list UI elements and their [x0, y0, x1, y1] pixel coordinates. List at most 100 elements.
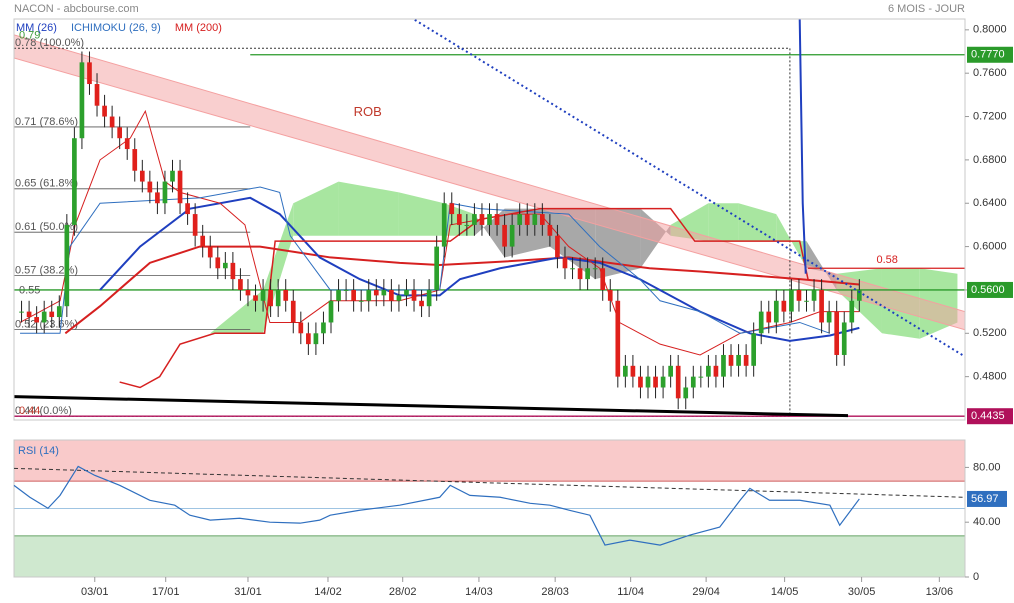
candle-body: [192, 214, 198, 236]
candle-body: [79, 62, 85, 139]
candle-body: [811, 289, 817, 301]
candle-body: [177, 170, 183, 204]
y-tick-label: 0.7200: [973, 110, 1007, 122]
rsi-band: [14, 535, 965, 577]
candle-body: [841, 322, 847, 355]
price-box-label: 0.5600: [971, 284, 1005, 296]
candle-body: [155, 192, 160, 204]
candle-body: [638, 376, 643, 388]
candle-body: [464, 224, 470, 226]
candle-body: [585, 268, 590, 280]
candle-body: [343, 289, 349, 291]
ichimoku-cloud: [210, 289, 264, 334]
candle-body: [615, 300, 621, 377]
candle-body: [441, 203, 447, 247]
x-tick-label: 13/06: [926, 586, 954, 598]
candle-body: [479, 214, 485, 225]
candle-body: [26, 311, 32, 318]
level-label: 0.79: [19, 30, 40, 42]
y-tick-label: 0.6400: [973, 197, 1007, 209]
candle-body: [321, 322, 326, 334]
candle-body: [94, 84, 100, 106]
candle-body: [268, 289, 273, 307]
panel-frame: [13, 439, 966, 578]
candle-body: [592, 268, 598, 270]
candle-body: [34, 317, 39, 323]
rsi-band: [14, 440, 965, 482]
candle-body: [743, 354, 749, 366]
candle-body: [283, 289, 289, 301]
candle-body: [19, 311, 24, 313]
candle-body: [804, 300, 809, 302]
candle-body: [849, 300, 855, 323]
candle-body: [238, 279, 243, 290]
panel-frame: [13, 18, 966, 421]
level-label: 0.55: [19, 285, 40, 297]
rsi-line: [13, 465, 860, 546]
candle-body: [290, 300, 296, 323]
legend-label: ICHIMOKU (26, 9): [71, 22, 161, 34]
candle-body: [758, 311, 764, 334]
candle-body: [668, 365, 673, 377]
price-box-label: 0.4435: [971, 410, 1005, 422]
candle-body: [87, 62, 92, 85]
candle-body: [404, 289, 409, 296]
level-label: 0.58: [877, 254, 898, 266]
candle-body: [555, 235, 560, 258]
candle-body: [426, 289, 432, 307]
y-tick-label: 0.8000: [973, 24, 1007, 36]
candle-body: [623, 365, 628, 377]
candle-body: [721, 354, 726, 377]
price-box-label: 0.7770: [971, 49, 1005, 61]
candle-body: [358, 300, 364, 302]
candle-body: [766, 311, 772, 323]
candle-body: [275, 289, 281, 307]
candle-body: [222, 262, 228, 269]
candle-body: [185, 203, 190, 215]
overlay: 0.8000 0.7600 0.7200 0.6800 0.6400 0.6000 0.56…: [13, 18, 1013, 598]
indicator-line: [99, 196, 860, 342]
price-panel: ROB 0.78 (100.0%) 0.71 (78.6%) 0.65 (61.8%)…: [14, 19, 965, 418]
channel-upper: [14, 34, 965, 313]
candle-body: [570, 268, 575, 270]
candle-body: [336, 289, 341, 301]
candle-body: [215, 257, 221, 269]
legend-label: MM (26): [16, 22, 57, 34]
value-label: 56.97: [971, 493, 999, 505]
chart-subtitle: 6 MOIS - JOUR: [888, 3, 965, 15]
candle-body: [660, 376, 666, 388]
x-tick-label: 28/03: [541, 586, 569, 598]
value-box: [967, 490, 1007, 507]
x-tick-label: 17/01: [152, 586, 180, 598]
price-box: [967, 46, 1013, 63]
x-tick-label: 29/04: [692, 586, 720, 598]
ichimoku-cloud: [338, 181, 399, 236]
candle-body: [102, 105, 107, 117]
candle-body: [728, 354, 734, 366]
candle-body: [607, 289, 613, 301]
rsi-title: RSI (14): [18, 445, 59, 457]
channel-lower: [14, 57, 965, 331]
candle-body: [41, 311, 47, 323]
price-box: [967, 281, 1013, 298]
x-tick-label: 14/02: [314, 586, 342, 598]
candle-body: [698, 376, 704, 378]
fib-label: 0.65 (61.8%): [15, 178, 78, 190]
candle-body: [675, 365, 681, 399]
channel-label: ROB: [354, 104, 382, 119]
candle-body: [826, 311, 832, 323]
ichimoku-cloud: [293, 181, 339, 236]
fib-label: 0.44 (0.0%): [15, 405, 72, 417]
candle-body: [449, 203, 455, 215]
candle-body: [109, 116, 115, 128]
candle-body: [207, 246, 213, 258]
candle-body: [124, 138, 130, 150]
fib-label: 0.52 (23.6%): [15, 318, 78, 330]
rsi-trend: [13, 467, 966, 498]
y-tick-label: 0.5200: [973, 327, 1007, 339]
candle-body: [796, 289, 802, 301]
candle-body: [132, 149, 138, 171]
candle-body: [773, 300, 779, 323]
candle-body: [690, 376, 696, 388]
